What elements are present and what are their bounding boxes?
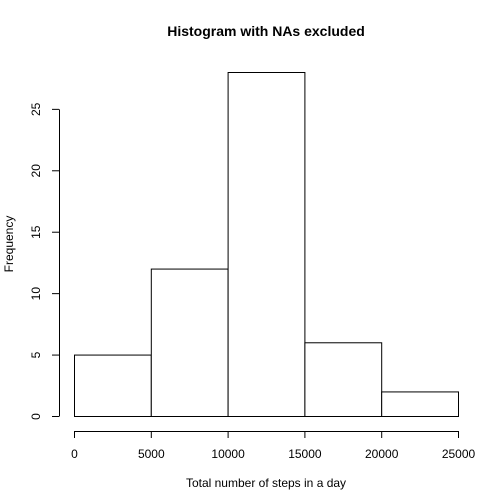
x-tick-label-1: 5000 — [138, 447, 165, 461]
y-tick-label-5: 25 — [29, 102, 43, 116]
histogram-bar-0 — [74, 354, 152, 418]
x-tick-label-4: 20000 — [365, 447, 399, 461]
x-axis: 0 5000 10000 15000 20000 25000 — [71, 431, 476, 461]
histogram-bar-4 — [381, 391, 460, 417]
histogram-bar-2 — [227, 72, 306, 417]
y-axis: 0 5 10 15 20 25 — [29, 102, 60, 420]
y-tick-label-1: 5 — [29, 351, 43, 358]
x-tick-label-5: 25000 — [442, 447, 476, 461]
histogram-bar-1 — [150, 268, 229, 418]
x-axis-label: Total number of steps in a day — [186, 476, 346, 490]
x-tick-label-3: 15000 — [288, 447, 322, 461]
y-tick-label-2: 10 — [29, 287, 43, 301]
x-tick-label-2: 10000 — [211, 447, 245, 461]
histogram-bars — [74, 72, 460, 418]
y-tick-label-0: 0 — [29, 413, 43, 420]
y-tick-label-4: 20 — [29, 164, 43, 178]
chart-title: Histogram with NAs excluded — [167, 23, 365, 39]
y-axis-label: Frequency — [2, 216, 16, 273]
y-tick-label-3: 15 — [29, 225, 43, 239]
histogram-bar-3 — [304, 342, 383, 417]
x-tick-label-0: 0 — [71, 447, 78, 461]
